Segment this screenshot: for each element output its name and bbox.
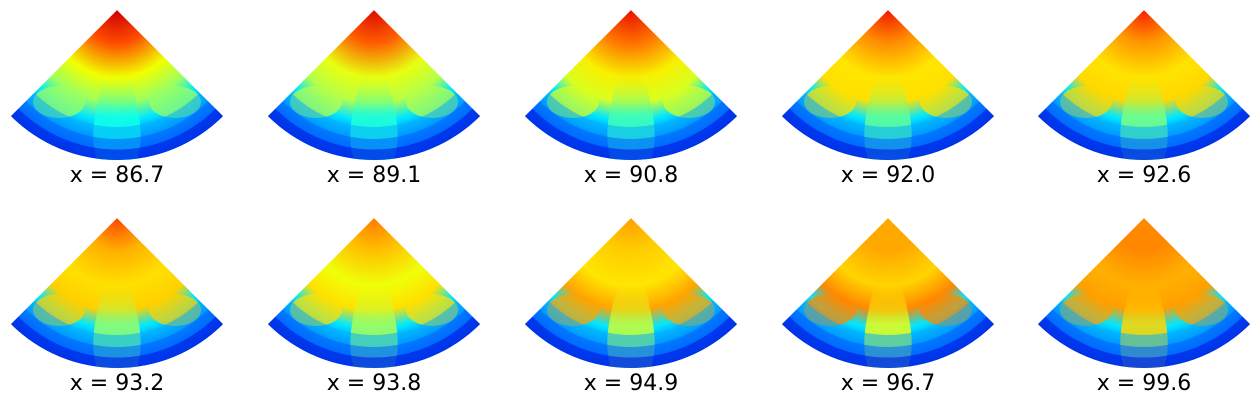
cold-band: [10, 316, 224, 368]
cold-band: [1037, 108, 1251, 160]
panel-caption: x = 99.6: [1096, 371, 1192, 396]
panel-caption: x = 89.1: [326, 163, 422, 188]
cold-band: [781, 108, 995, 160]
panel-caption: x = 86.7: [69, 163, 165, 188]
panel-caption: x = 94.9: [583, 371, 679, 396]
contour-panel: x = 93.8: [262, 208, 502, 408]
sector-contour-plot: [524, 10, 738, 161]
cold-band: [267, 316, 481, 368]
sector-fill: [781, 218, 995, 369]
sector-fill: [524, 218, 738, 369]
cold-band: [524, 108, 738, 160]
sector-fill: [267, 10, 481, 161]
sector-fill: [1037, 10, 1251, 161]
sector-contour-plot: [781, 10, 995, 161]
sector-fill: [10, 218, 224, 369]
sector-contour-plot: [781, 218, 995, 369]
contour-panel: x = 99.6: [1032, 208, 1260, 408]
panel-caption: x = 96.7: [840, 371, 936, 396]
contour-panel: x = 90.8: [519, 0, 759, 200]
sector-contour-plot: [267, 218, 481, 369]
cold-band: [1037, 316, 1251, 368]
sector-contour-plot: [267, 10, 481, 161]
panel-caption: x = 93.2: [69, 371, 165, 396]
panel-caption: x = 92.0: [840, 163, 936, 188]
contour-panel: x = 94.9: [519, 208, 759, 408]
cold-band: [781, 316, 995, 368]
sector-fill: [524, 10, 738, 161]
contour-panel: x = 93.2: [5, 208, 245, 408]
sector-fill: [10, 10, 224, 161]
panel-caption: x = 90.8: [583, 163, 679, 188]
contour-panel: x = 89.1: [262, 0, 502, 200]
contour-panel: x = 86.7: [5, 0, 245, 200]
sector-contour-plot: [1037, 10, 1251, 161]
panel-caption: x = 93.8: [326, 371, 422, 396]
contour-panel: x = 96.7: [776, 208, 1016, 408]
contour-panel: x = 92.0: [776, 0, 1016, 200]
cold-band: [524, 316, 738, 368]
panel-caption: x = 92.6: [1096, 163, 1192, 188]
sector-fill: [781, 10, 995, 161]
cold-band: [267, 108, 481, 160]
sector-contour-plot: [10, 218, 224, 369]
sector-contour-plot: [10, 10, 224, 161]
sector-fill: [267, 218, 481, 369]
cold-band: [10, 108, 224, 160]
sector-contour-plot: [524, 218, 738, 369]
contour-panel: x = 92.6: [1032, 0, 1260, 200]
sector-contour-plot: [1037, 218, 1251, 369]
sector-fill: [1037, 218, 1251, 369]
